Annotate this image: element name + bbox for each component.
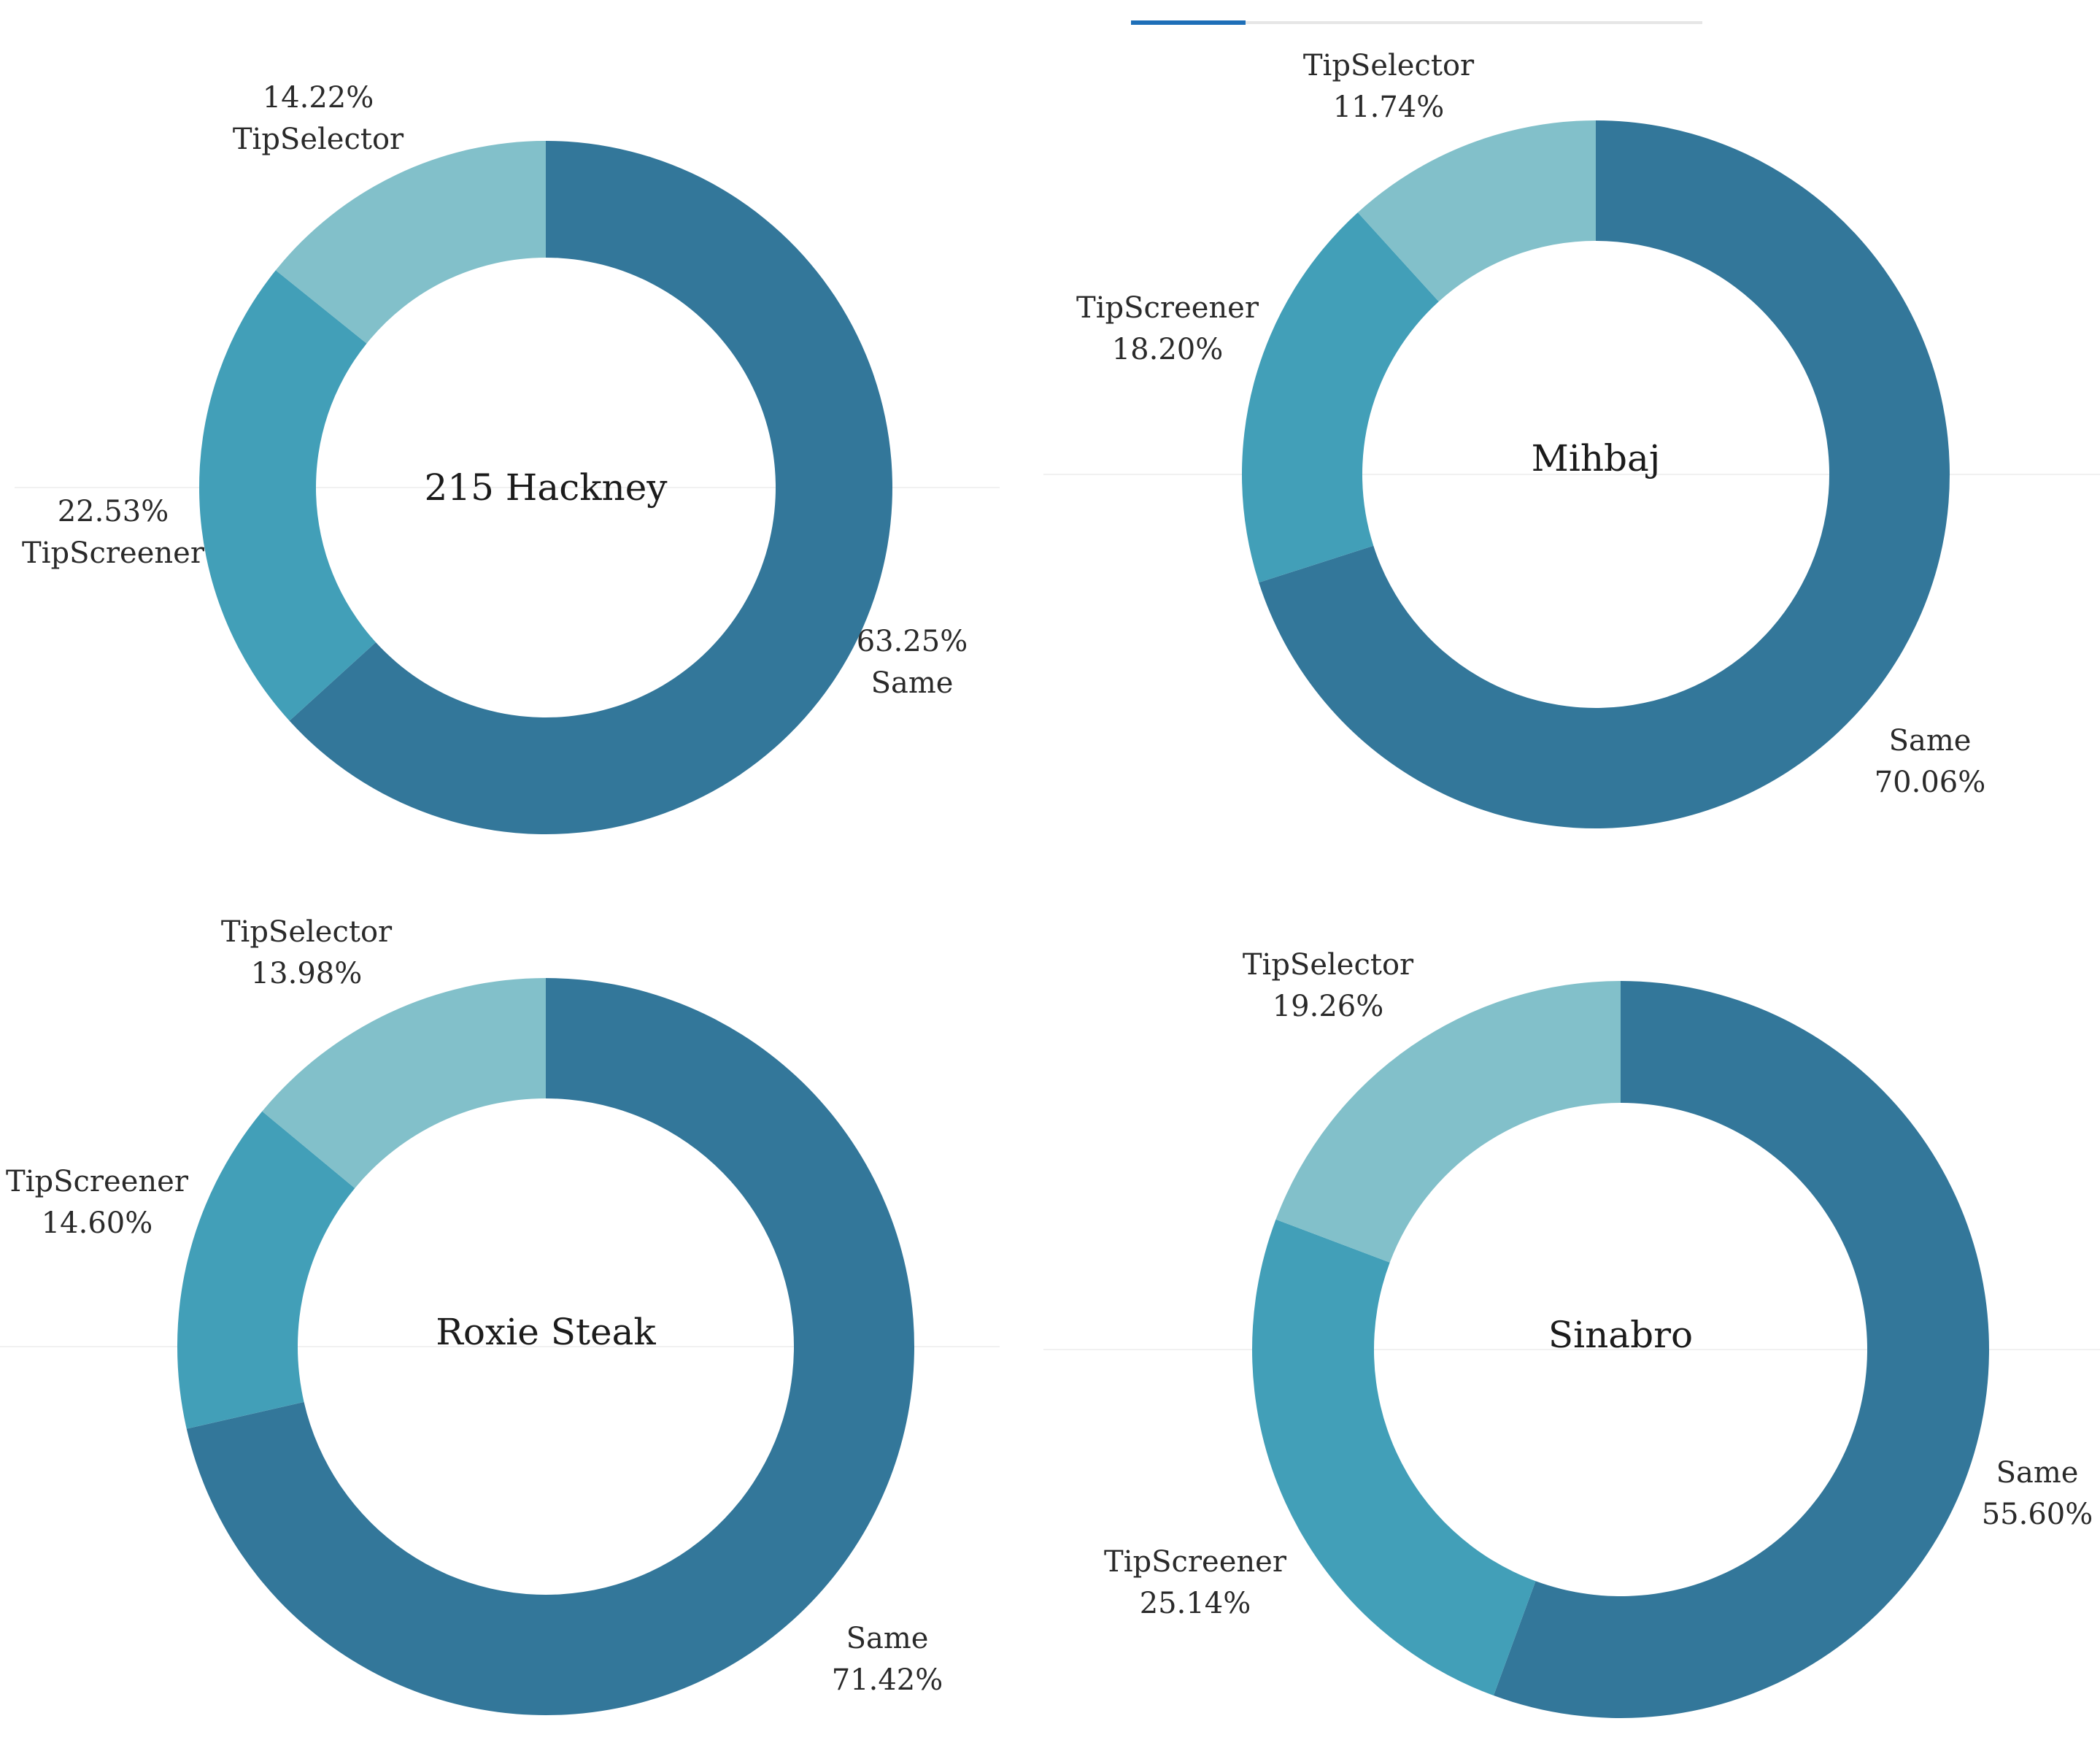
slice-percent: 22.53%: [58, 495, 169, 528]
slice-percent: 63.25%: [857, 625, 968, 658]
slice-category: Same: [846, 1622, 929, 1655]
donut-center-title: Mihbaj: [1532, 437, 1661, 480]
slice-percent: 71.42%: [832, 1663, 943, 1697]
donut-slice-tipselector[interactable]: [1357, 120, 1596, 302]
donut-center-title: Roxie Steak: [436, 1311, 656, 1353]
slice-label-same: 63.25% Same: [857, 625, 968, 700]
slice-label-tipselector: TipSelector 11.74%: [1303, 49, 1475, 124]
slice-percent: 14.60%: [42, 1206, 153, 1240]
donut-slice-tipscreener[interactable]: [1241, 212, 1439, 583]
donut-center-title: 215 Hackney: [424, 466, 668, 509]
slice-percent: 19.26%: [1273, 990, 1384, 1023]
donut-slice-same[interactable]: [186, 978, 915, 1716]
slice-percent: 70.06%: [1875, 766, 1986, 799]
slice-category: TipSelector: [1303, 49, 1475, 82]
slice-category: Same: [871, 666, 954, 700]
slice-category: Same: [1996, 1456, 2079, 1490]
slice-label-same: Same 70.06%: [1875, 724, 1986, 799]
donut-chart-mihbaj: Mihbaj Same 70.06% TipScreener 18.20% TipSele…: [1076, 49, 1985, 828]
slice-label-same: Same 55.60%: [1982, 1456, 2093, 1531]
donut-slice-tipscreener[interactable]: [177, 1111, 355, 1429]
slice-percent: 18.20%: [1112, 333, 1224, 366]
donut-center-title: Sinabro: [1548, 1314, 1693, 1356]
slice-label-same: Same 71.42%: [832, 1622, 943, 1697]
donut-slice-tipselector[interactable]: [262, 978, 546, 1188]
donut-chart-sinabro: Sinabro Same 55.60% TipScreener 25.14% TipSel…: [1104, 948, 2093, 1718]
donut-slice-same[interactable]: [289, 141, 893, 834]
slice-category: TipScreener: [1104, 1545, 1287, 1579]
slice-percent: 25.14%: [1140, 1587, 1251, 1620]
charts-layer: 215 Hackney 63.25% Same 22.53% TipScreener 14…: [6, 49, 2093, 1718]
slice-label-tipselector: 14.22% TipSelector: [233, 81, 404, 156]
donut-slice-same[interactable]: [1259, 120, 1950, 828]
slice-category: TipSelector: [221, 915, 393, 949]
slice-category: TipSelector: [233, 123, 404, 156]
slice-category: TipScreener: [22, 536, 205, 570]
slice-label-tipscreener: TipScreener 25.14%: [1104, 1545, 1287, 1620]
slice-category: Same: [1889, 724, 1972, 758]
slice-label-tipscreener: 22.53% TipScreener: [22, 495, 205, 570]
slice-label-tipselector: TipSelector 19.26%: [1243, 948, 1414, 1023]
donut-chart-215-hackney: 215 Hackney 63.25% Same 22.53% TipScreener 14…: [22, 81, 968, 834]
slice-percent: 55.60%: [1982, 1498, 2093, 1531]
slice-category: TipScreener: [6, 1165, 189, 1198]
donut-slice-tipscreener[interactable]: [1252, 1219, 1536, 1696]
slice-label-tipscreener: TipScreener 14.60%: [6, 1165, 189, 1240]
donut-slice-tipscreener[interactable]: [199, 270, 377, 721]
slice-percent: 13.98%: [251, 957, 363, 990]
slice-percent: 14.22%: [263, 81, 374, 115]
slice-category: TipSelector: [1243, 948, 1414, 982]
donut-slice-tipselector[interactable]: [275, 141, 546, 344]
slice-category: TipScreener: [1076, 291, 1259, 325]
donut-slice-tipselector[interactable]: [1275, 981, 1621, 1263]
slice-label-tipselector: TipSelector 13.98%: [221, 915, 393, 990]
slice-label-tipscreener: TipScreener 18.20%: [1076, 291, 1259, 366]
donut-slice-same[interactable]: [1493, 981, 1990, 1718]
slice-percent: 11.74%: [1333, 91, 1445, 124]
